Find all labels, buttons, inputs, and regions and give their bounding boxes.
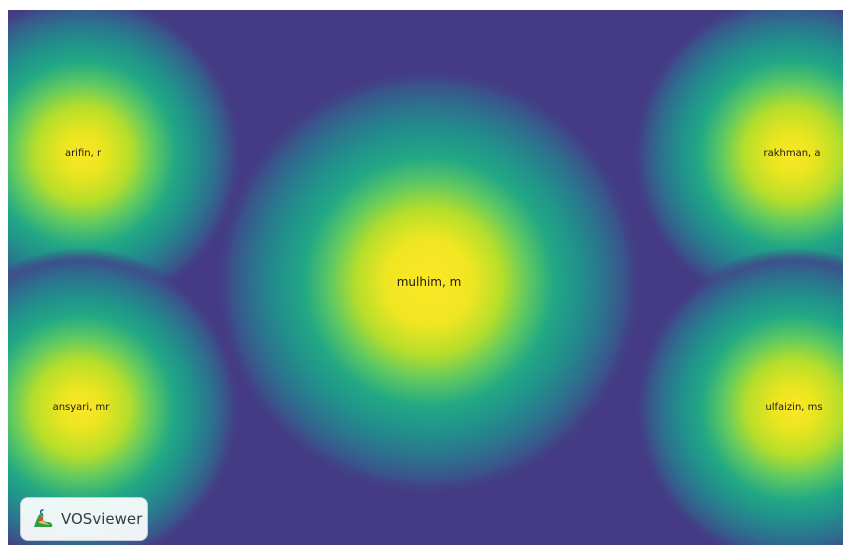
density-map[interactable]: arifin, r rakhman, a mulhim, m ansyari, …	[8, 10, 843, 545]
density-blob-ansyari	[8, 248, 241, 545]
node-label-ulfaizin[interactable]: ulfaizin, ms	[765, 402, 823, 413]
density-blob-ulfaizin	[634, 248, 843, 545]
density-blob-mulhim	[214, 67, 644, 497]
node-label-ansyari[interactable]: ansyari, mr	[52, 402, 110, 413]
density-blob-rakhman	[632, 10, 843, 314]
density-blob-arifin	[8, 10, 243, 314]
vosviewer-logo-icon	[34, 509, 53, 527]
vosviewer-logo-badge: VOSviewer	[20, 497, 148, 541]
density-heatmap[interactable]	[8, 10, 843, 545]
vosviewer-logo-text: VOSviewer	[61, 510, 143, 528]
node-label-rakhman[interactable]: rakhman, a	[763, 148, 821, 159]
node-label-mulhim[interactable]: mulhim, m	[396, 275, 462, 289]
node-label-arifin[interactable]: arifin, r	[64, 148, 102, 159]
